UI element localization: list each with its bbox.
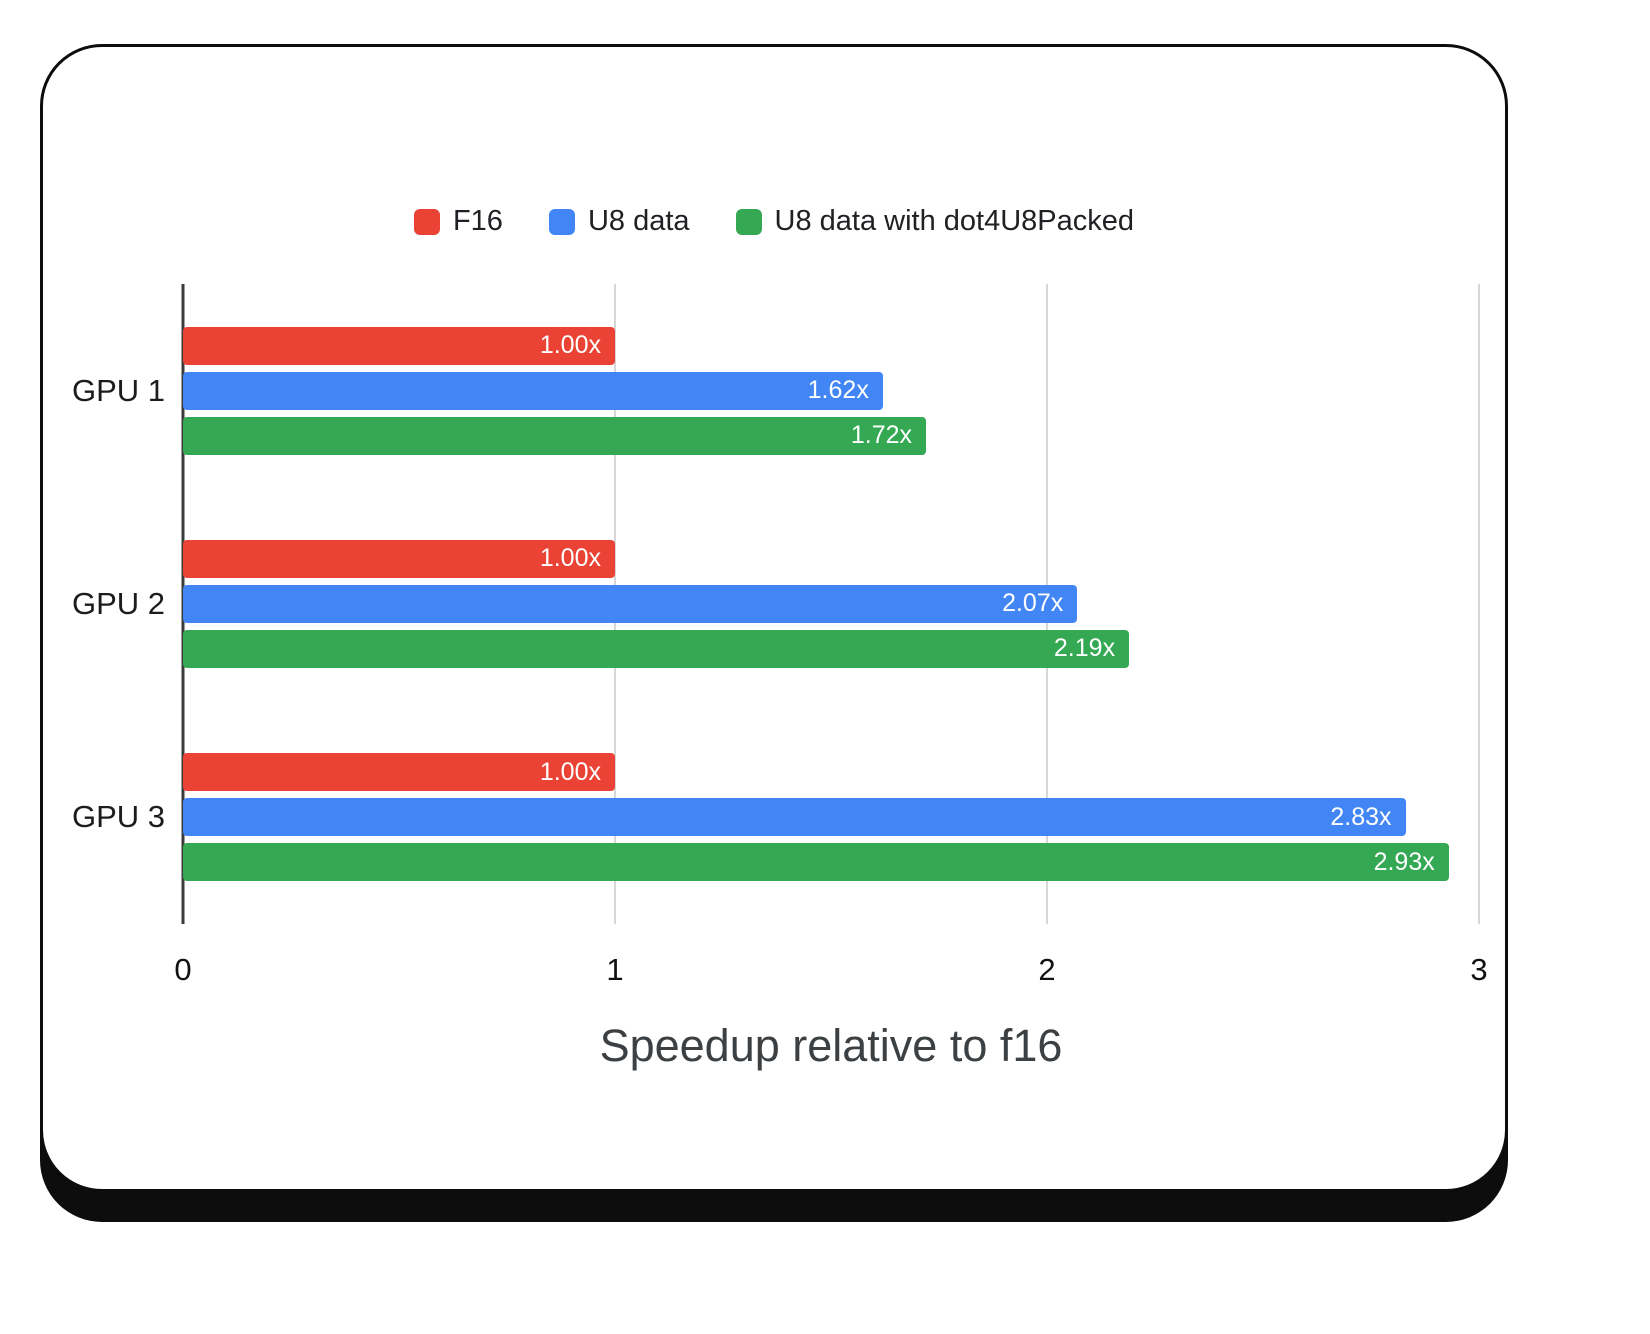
bar: 2.19x bbox=[183, 629, 1130, 668]
plot-area: 1.00x 1.62x 1.72x 1.00x 2.07x 2.19x 1.00x 2.83x… bbox=[181, 284, 1480, 924]
bar: 2.07x bbox=[183, 584, 1078, 623]
bar: 1.00x bbox=[183, 539, 615, 578]
y-axis-labels: GPU 1 GPU 2 GPU 3 bbox=[43, 284, 183, 924]
bar-value-label: 1.00x bbox=[539, 757, 601, 786]
legend-label: F16 bbox=[452, 205, 503, 237]
bar-group: 1.00x 1.62x 1.72x bbox=[183, 284, 1479, 497]
category-label: GPU 1 bbox=[71, 372, 165, 408]
x-tick-label: 1 bbox=[606, 952, 624, 987]
bar: 1.72x bbox=[183, 416, 927, 455]
x-axis-title-row: Speedup relative to f16 bbox=[43, 1002, 1479, 1072]
legend-label: U8 data with dot4U8Packed bbox=[774, 205, 1135, 237]
x-axis-ticks: 0 1 2 3 bbox=[174, 924, 1487, 1002]
bar-value-label: 1.00x bbox=[539, 331, 601, 360]
bar-groups: 1.00x 1.62x 1.72x 1.00x 2.07x 2.19x 1.00x 2.83x… bbox=[183, 284, 1479, 924]
gridline bbox=[1478, 284, 1480, 924]
bar-value-label: 1.72x bbox=[850, 421, 913, 450]
x-axis-title-spacer bbox=[43, 1002, 183, 1072]
bar: 2.83x bbox=[183, 798, 1406, 837]
legend-item: U8 data bbox=[548, 205, 690, 238]
chart: GPU 1 GPU 2 GPU 3 1.00x 1.62x 1.72x 1.00x 2.07… bbox=[43, 284, 1480, 924]
x-tick-label: 3 bbox=[1470, 952, 1488, 987]
bar-value-label: 2.19x bbox=[1053, 634, 1116, 663]
x-axis-spacer bbox=[43, 924, 183, 1002]
bar-group: 1.00x 2.83x 2.93x bbox=[183, 711, 1479, 924]
bar-value-label: 1.00x bbox=[539, 544, 601, 573]
x-tick-label: 2 bbox=[1038, 952, 1056, 987]
x-axis: 0 1 2 3 bbox=[43, 924, 1487, 1002]
legend-swatch bbox=[413, 208, 440, 235]
bar-value-label: 1.62x bbox=[807, 376, 869, 405]
legend-item: U8 data with dot4U8Packed bbox=[735, 205, 1135, 238]
chart-card: F16 U8 data U8 data with dot4U8Packed GPU … bbox=[40, 44, 1508, 1192]
legend-label: U8 data bbox=[587, 205, 690, 237]
legend-swatch bbox=[548, 208, 575, 235]
legend-item: F16 bbox=[413, 205, 503, 238]
bar-value-label: 2.07x bbox=[1002, 589, 1064, 618]
bar: 1.00x bbox=[183, 753, 615, 792]
bar-value-label: 2.83x bbox=[1330, 802, 1392, 831]
category-label: GPU 3 bbox=[71, 799, 165, 835]
bar-value-label: 2.93x bbox=[1373, 847, 1435, 876]
x-tick-label: 0 bbox=[174, 952, 192, 987]
bar: 2.93x bbox=[183, 843, 1449, 882]
category-label: GPU 2 bbox=[71, 585, 165, 621]
bar: 1.62x bbox=[183, 371, 883, 410]
legend-swatch bbox=[735, 208, 762, 235]
chart-legend: F16 U8 data U8 data with dot4U8Packed bbox=[43, 205, 1505, 238]
x-axis-title: Speedup relative to f16 bbox=[599, 1020, 1063, 1071]
bar: 1.00x bbox=[183, 326, 615, 365]
bar-group: 1.00x 2.07x 2.19x bbox=[183, 497, 1479, 710]
